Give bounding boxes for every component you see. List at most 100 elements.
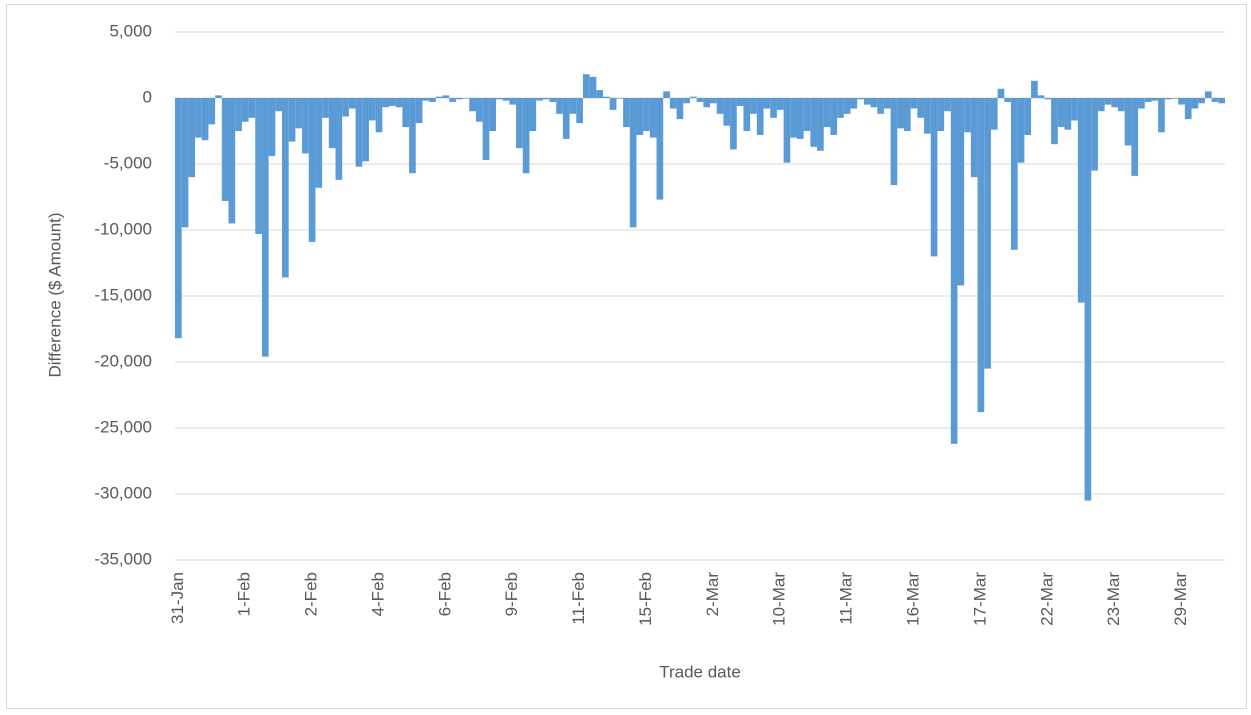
bar — [1124, 98, 1132, 146]
bar — [843, 98, 851, 114]
bar — [208, 98, 216, 125]
bar — [368, 98, 376, 121]
bar — [469, 98, 476, 112]
bar — [1131, 98, 1139, 176]
bar — [776, 98, 784, 110]
bar — [930, 98, 938, 257]
y-tick-label: -5,000 — [104, 153, 152, 172]
bar — [1164, 98, 1172, 100]
y-tick-label: -25,000 — [94, 417, 152, 436]
y-axis-label: Difference ($ Amount) — [45, 212, 64, 377]
y-tick-label: -20,000 — [94, 351, 152, 370]
bar — [569, 98, 577, 114]
bar — [342, 98, 349, 117]
x-tick-label: 22-Mar — [1037, 572, 1056, 626]
x-tick-label: 15-Feb — [636, 572, 655, 626]
bar — [188, 98, 196, 178]
x-tick-label: 6-Feb — [435, 572, 454, 616]
bar — [703, 98, 711, 108]
bar — [1191, 98, 1199, 109]
bar — [1037, 95, 1045, 98]
bar — [629, 98, 637, 228]
bar — [462, 98, 470, 99]
bar — [984, 98, 991, 369]
bar — [790, 98, 797, 138]
bar — [609, 98, 617, 110]
bar — [924, 98, 931, 134]
bar — [817, 98, 824, 151]
bar — [455, 98, 463, 100]
bar — [857, 98, 864, 100]
bar — [328, 98, 336, 149]
bar — [803, 98, 811, 131]
bar — [449, 98, 456, 102]
bar — [576, 98, 583, 124]
bar — [1171, 98, 1179, 99]
bar — [1017, 98, 1025, 163]
bar — [268, 98, 276, 157]
x-tick-label: 2-Mar — [703, 572, 722, 617]
bar — [623, 98, 630, 128]
bar — [850, 98, 858, 109]
bar — [937, 98, 945, 131]
bar — [248, 98, 256, 118]
bar — [977, 98, 985, 413]
bar — [763, 98, 771, 109]
bar — [1004, 98, 1011, 102]
y-tick-label: -10,000 — [94, 219, 152, 238]
x-tick-label: 11-Feb — [569, 572, 588, 625]
y-tick-label: -15,000 — [94, 285, 152, 304]
bar — [355, 98, 363, 167]
bar — [302, 98, 309, 154]
bar — [228, 98, 236, 224]
bar — [582, 74, 590, 98]
bar — [696, 98, 704, 102]
bar — [215, 95, 222, 98]
x-tick-label: 4-Feb — [368, 572, 387, 616]
bar — [1218, 98, 1225, 104]
bar — [516, 98, 523, 149]
bar — [736, 98, 744, 106]
bar — [475, 98, 483, 122]
bar — [710, 98, 717, 104]
y-tick-label: -35,000 — [94, 549, 152, 568]
bar — [810, 98, 818, 147]
bar — [382, 98, 390, 108]
bar — [261, 98, 269, 357]
bar — [435, 96, 443, 98]
bar — [1010, 98, 1018, 250]
x-tick-label: 10-Mar — [770, 572, 789, 626]
bar — [295, 98, 303, 129]
bar — [556, 98, 563, 114]
bar — [910, 98, 918, 109]
bar — [562, 98, 570, 139]
x-tick-label: 31-Jan — [168, 572, 187, 624]
bar — [1084, 98, 1092, 501]
bar — [422, 98, 430, 101]
y-tick-label: -30,000 — [94, 483, 152, 502]
bar — [1204, 91, 1212, 98]
bar — [870, 98, 878, 108]
bar — [616, 98, 624, 99]
bar — [743, 98, 751, 131]
bar — [181, 98, 189, 228]
bar — [669, 98, 677, 109]
bar — [1211, 98, 1219, 102]
bar — [1198, 98, 1205, 104]
bar — [442, 95, 450, 98]
bar — [950, 98, 958, 444]
bar — [509, 98, 517, 105]
bar — [255, 98, 262, 234]
bar — [221, 98, 229, 201]
bar — [837, 98, 844, 118]
bar — [997, 88, 1005, 98]
bar — [395, 98, 403, 108]
bar — [195, 98, 202, 138]
bar — [1097, 98, 1105, 112]
bar — [549, 98, 557, 102]
x-tick-label: 11-Mar — [837, 572, 856, 625]
bar — [322, 98, 329, 118]
bar — [663, 91, 670, 98]
bar — [823, 98, 831, 128]
bar — [636, 98, 644, 135]
